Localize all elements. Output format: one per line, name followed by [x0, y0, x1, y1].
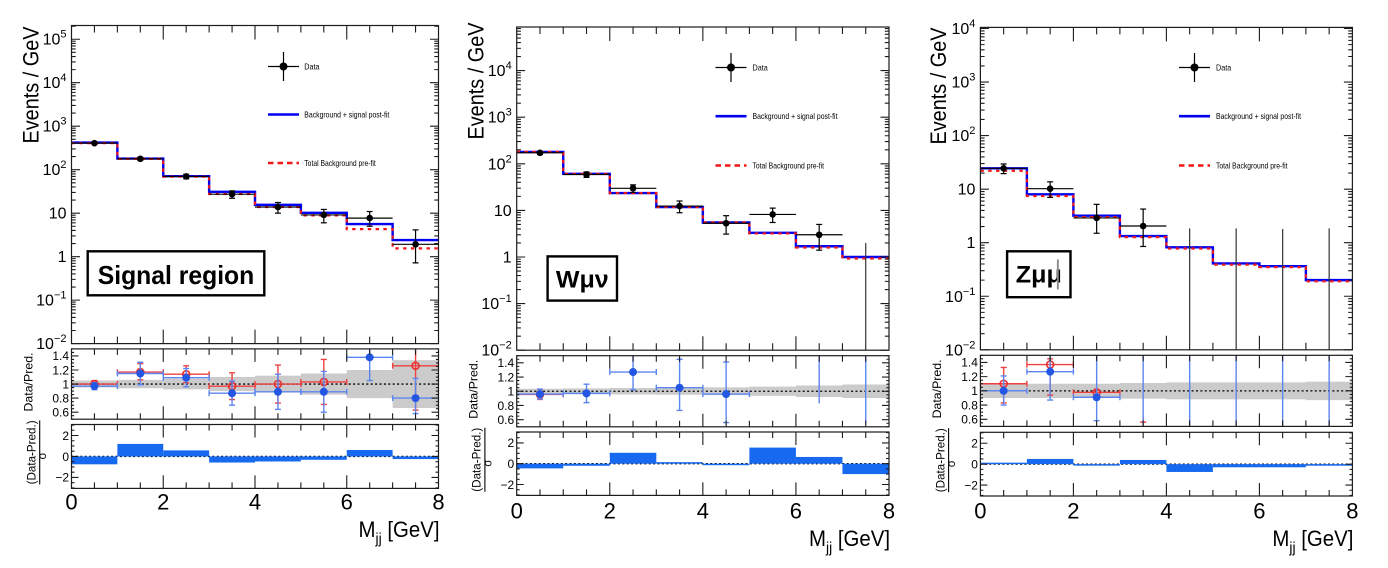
svg-text:Total Background pre-fit: Total Background pre-fit	[1216, 161, 1288, 171]
svg-text:Data: Data	[1216, 63, 1232, 73]
svg-text:1.4: 1.4	[498, 356, 515, 370]
svg-text:2: 2	[62, 429, 69, 443]
svg-text:(Data-Pred.): (Data-Pred.)	[470, 428, 484, 492]
svg-text:6: 6	[341, 490, 353, 515]
svg-text:2: 2	[157, 490, 169, 515]
svg-text:0: 0	[974, 499, 986, 524]
svg-text:0.8: 0.8	[498, 399, 515, 413]
svg-text:6: 6	[790, 499, 802, 524]
svg-text:1.4: 1.4	[52, 349, 69, 363]
svg-text:0: 0	[508, 457, 515, 471]
svg-text:0.6: 0.6	[52, 405, 69, 419]
svg-text:4: 4	[697, 499, 709, 524]
svg-text:Data: Data	[304, 62, 320, 72]
svg-text:Background + signal post-fit: Background + signal post-fit	[1216, 111, 1302, 121]
svg-text:10: 10	[49, 206, 67, 223]
svg-text:1: 1	[508, 385, 515, 399]
svg-text:1: 1	[966, 235, 975, 252]
svg-text:σ: σ	[37, 452, 49, 459]
svg-text:1: 1	[503, 250, 512, 267]
svg-text:σ: σ	[946, 460, 958, 467]
svg-text:0: 0	[62, 450, 69, 464]
svg-text:1.2: 1.2	[498, 370, 515, 384]
svg-text:0: 0	[511, 499, 523, 524]
svg-text:Events / GeV: Events / GeV	[464, 22, 489, 139]
svg-text:Data/Pred.: Data/Pred.	[467, 360, 481, 419]
svg-text:2: 2	[508, 436, 515, 450]
svg-text:−2: −2	[501, 478, 515, 492]
svg-text:Wμν: Wμν	[556, 267, 609, 294]
svg-text:8: 8	[1346, 499, 1358, 524]
svg-text:Events / GeV: Events / GeV	[926, 27, 951, 144]
svg-text:−2: −2	[964, 478, 978, 492]
svg-text:Data: Data	[753, 63, 769, 73]
svg-text:0.6: 0.6	[961, 413, 978, 427]
svg-text:1: 1	[62, 377, 69, 391]
svg-text:−2: −2	[55, 471, 69, 485]
svg-text:8: 8	[432, 490, 444, 515]
svg-text:0.8: 0.8	[961, 398, 978, 412]
svg-text:Data/Pred.: Data/Pred.	[930, 359, 944, 418]
svg-text:10: 10	[494, 203, 512, 220]
svg-text:Zμμ: Zμμ	[1016, 262, 1062, 289]
svg-text:2: 2	[971, 437, 978, 451]
svg-text:(Data-Pred.): (Data-Pred.)	[24, 420, 38, 484]
svg-text:Total Background pre-fit: Total Background pre-fit	[304, 158, 376, 168]
svg-text:Total Background pre-fit: Total Background pre-fit	[753, 161, 825, 171]
svg-text:0: 0	[971, 457, 978, 471]
svg-text:σ: σ	[482, 460, 494, 467]
svg-text:2: 2	[604, 499, 616, 524]
svg-text:(Data-Pred.): (Data-Pred.)	[933, 428, 947, 492]
svg-text:4: 4	[249, 490, 261, 515]
svg-text:1.2: 1.2	[52, 363, 69, 377]
svg-text:6: 6	[1253, 499, 1265, 524]
svg-text:4: 4	[1160, 499, 1172, 524]
svg-text:0.6: 0.6	[498, 413, 515, 427]
svg-text:2: 2	[1067, 499, 1079, 524]
svg-text:Background + signal post-fit: Background + signal post-fit	[753, 111, 839, 121]
svg-text:1: 1	[58, 249, 67, 266]
svg-text:Data/Pred.: Data/Pred.	[21, 353, 35, 412]
svg-text:Signal region: Signal region	[98, 260, 255, 290]
svg-text:8: 8	[883, 499, 895, 524]
svg-text:1: 1	[971, 384, 978, 398]
svg-text:1.2: 1.2	[961, 370, 978, 384]
svg-text:10: 10	[958, 182, 976, 199]
svg-text:1.4: 1.4	[961, 356, 978, 370]
svg-text:0.8: 0.8	[52, 391, 69, 405]
svg-text:0: 0	[65, 490, 77, 515]
svg-text:Background + signal post-fit: Background + signal post-fit	[304, 110, 390, 120]
svg-text:Events / GeV: Events / GeV	[19, 26, 44, 143]
